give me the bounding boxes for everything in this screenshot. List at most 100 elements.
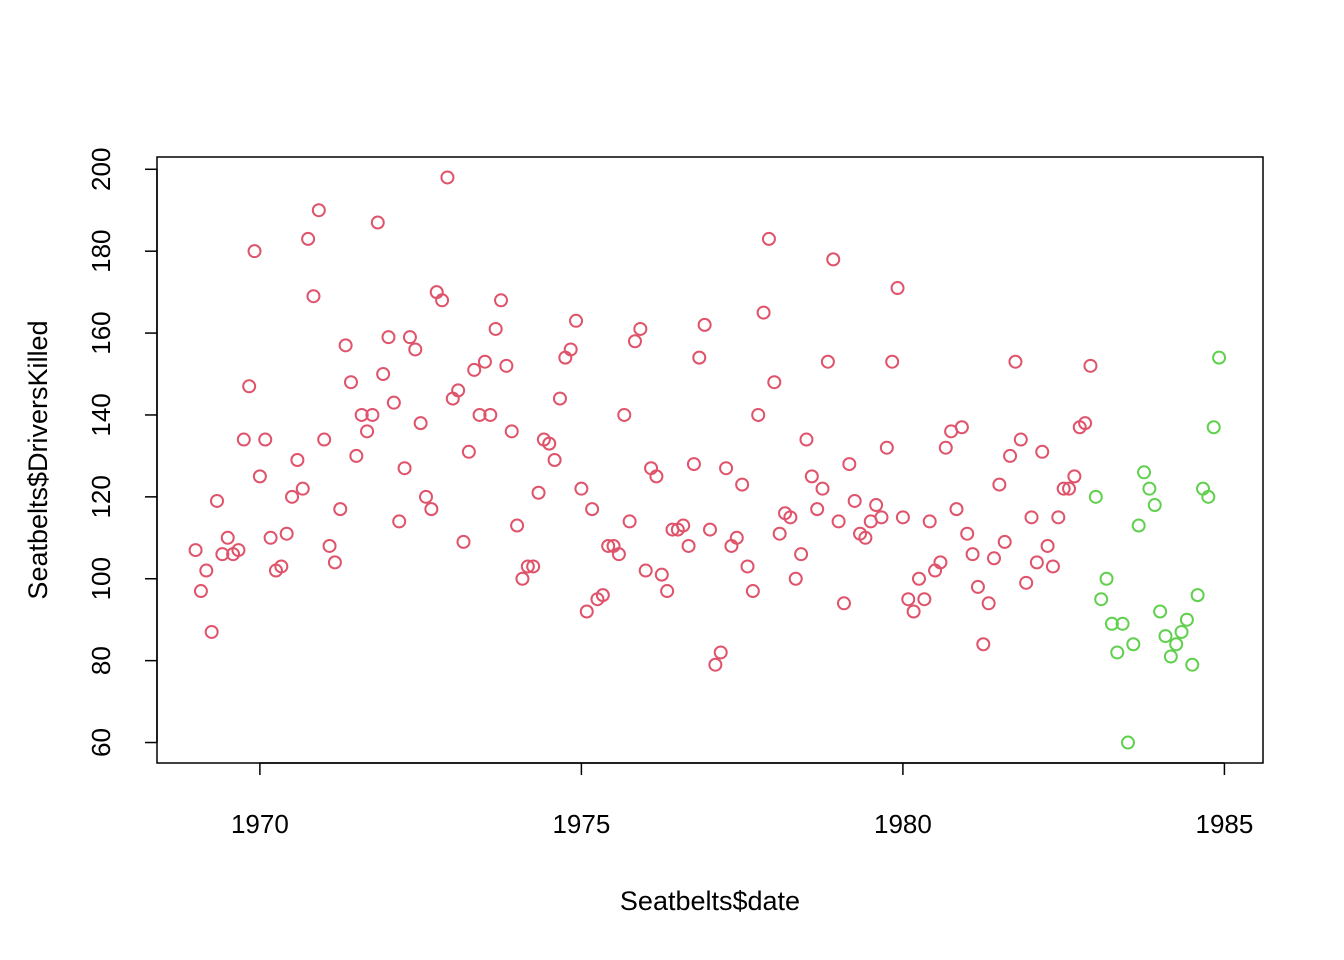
data-point	[933, 555, 948, 570]
data-point	[788, 571, 803, 586]
data-point	[531, 485, 546, 500]
data-point	[322, 538, 337, 553]
data-point	[392, 514, 407, 529]
data-point	[1185, 657, 1200, 672]
y-axis-title: Seatbelts$DriversKilled	[23, 320, 53, 599]
data-point	[638, 563, 653, 578]
data-point	[1142, 481, 1157, 496]
data-point	[836, 596, 851, 611]
data-point	[992, 477, 1007, 492]
data-point	[349, 448, 364, 463]
x-tick-label: 1975	[552, 809, 610, 839]
data-point	[215, 547, 230, 562]
data-point	[494, 293, 509, 308]
data-point	[981, 596, 996, 611]
data-point	[901, 592, 916, 607]
data-point	[595, 588, 610, 603]
data-point	[569, 313, 584, 328]
data-point	[1163, 649, 1178, 664]
data-point	[1212, 350, 1227, 365]
data-point	[1115, 616, 1130, 631]
data-point	[199, 563, 214, 578]
data-point	[954, 420, 969, 435]
data-point	[1008, 354, 1023, 369]
data-point	[976, 637, 991, 652]
data-point	[258, 432, 273, 447]
data-point	[1120, 735, 1135, 750]
y-tick-label: 160	[86, 311, 116, 354]
data-point	[622, 514, 637, 529]
data-point	[970, 579, 985, 594]
data-point	[542, 436, 557, 451]
data-point	[440, 170, 455, 185]
data-point	[649, 469, 664, 484]
data-point	[751, 407, 766, 422]
data-point	[360, 424, 375, 439]
data-point	[997, 534, 1012, 549]
data-point	[960, 526, 975, 541]
data-point	[435, 293, 450, 308]
data-point	[477, 354, 492, 369]
data-point	[579, 604, 594, 619]
data-point	[681, 538, 696, 553]
data-point	[804, 469, 819, 484]
data-point	[745, 584, 760, 599]
y-tick-label: 120	[86, 475, 116, 518]
data-point	[231, 543, 246, 558]
data-point	[815, 481, 830, 496]
data-point	[895, 510, 910, 525]
data-point	[911, 571, 926, 586]
data-point	[1104, 616, 1119, 631]
data-point	[520, 559, 535, 574]
data-points	[188, 170, 1227, 750]
y-axis: 60 80 100 120 140 160 180 200	[86, 148, 158, 757]
data-point	[327, 555, 342, 570]
data-point	[1029, 555, 1044, 570]
data-point	[1024, 510, 1039, 525]
data-point	[1067, 469, 1082, 484]
data-point	[601, 538, 616, 553]
data-point	[290, 453, 305, 467]
x-tick-label: 1980	[874, 809, 932, 839]
data-point	[922, 514, 937, 529]
y-tick-label: 60	[86, 728, 116, 757]
data-point	[354, 407, 369, 422]
data-point	[456, 534, 471, 549]
data-point	[451, 383, 466, 398]
data-point	[1083, 358, 1098, 373]
data-point	[1174, 624, 1189, 639]
data-point	[826, 252, 841, 267]
data-point	[563, 342, 578, 357]
data-point	[820, 354, 835, 369]
data-point	[885, 354, 900, 369]
data-point	[938, 440, 953, 455]
data-point	[1045, 559, 1060, 574]
data-point	[204, 624, 219, 639]
data-point	[735, 477, 750, 492]
data-point	[713, 645, 728, 660]
data-point	[311, 203, 326, 218]
data-point	[799, 432, 814, 447]
data-point	[413, 416, 428, 431]
data-point	[1131, 518, 1146, 533]
data-point	[1051, 510, 1066, 525]
data-point	[220, 530, 235, 545]
data-point	[831, 514, 846, 529]
data-point	[627, 334, 642, 349]
x-axis-title: Seatbelts$date	[620, 886, 800, 916]
data-point	[1056, 481, 1071, 496]
data-point	[461, 444, 476, 459]
data-point	[890, 281, 905, 296]
data-point	[193, 584, 208, 599]
data-point	[370, 215, 385, 230]
data-point	[242, 379, 257, 394]
data-point	[783, 510, 798, 525]
data-point	[794, 547, 809, 562]
data-point	[274, 559, 289, 574]
data-point	[702, 522, 717, 537]
y-tick-label: 80	[86, 646, 116, 675]
data-point	[767, 375, 782, 390]
data-point	[842, 457, 857, 472]
data-point	[1099, 571, 1114, 586]
